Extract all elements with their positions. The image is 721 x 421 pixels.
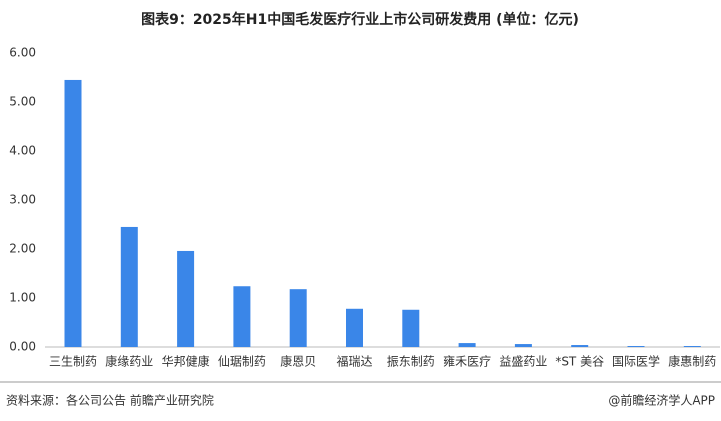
source: 资料来源：各公司公告 前瞻产业研究院 — [6, 393, 214, 408]
x-tick-label: 康恩贝 — [280, 354, 316, 369]
x-tick-label: 仙琚制药 — [218, 355, 266, 369]
bar — [514, 344, 532, 347]
x-tick-label: 康缘药业 — [105, 354, 153, 369]
y-tick-label: 3.00 — [9, 193, 36, 207]
x-tick-label: 国际医学 — [612, 354, 660, 369]
bar — [402, 309, 420, 347]
bar — [627, 346, 645, 347]
bar — [120, 226, 138, 347]
bar — [458, 343, 476, 347]
y-tick-label: 0.00 — [9, 340, 36, 354]
x-tick-label: 三生制药 — [49, 355, 97, 369]
x-tick-label: 雍禾医疗 — [443, 354, 491, 369]
bar — [571, 345, 589, 347]
bar — [289, 289, 307, 347]
bar — [346, 308, 363, 347]
x-tick-label: 华邦健康 — [162, 354, 210, 369]
bar — [64, 79, 82, 347]
bar — [683, 346, 701, 347]
y-tick-label: 5.00 — [9, 95, 36, 109]
x-tick-label: *ST 美谷 — [555, 355, 604, 369]
y-tick-label: 1.00 — [9, 291, 36, 305]
credit: @前瞻经济学人APP — [608, 393, 715, 408]
x-tick-label: 振东制药 — [387, 355, 435, 369]
x-tick-label: 康惠制药 — [668, 354, 716, 369]
bar — [177, 250, 195, 347]
bar — [233, 286, 251, 347]
y-tick-label: 6.00 — [9, 46, 36, 60]
y-tick-label: 2.00 — [9, 242, 36, 256]
x-tick-label: 福瑞达 — [336, 354, 372, 369]
y-tick-label: 4.00 — [9, 144, 36, 158]
x-tick-label: 益盛药业 — [499, 354, 547, 369]
chart-title: 图表9：2025年H1中国毛发医疗行业上市公司研发费用 (单位：亿元) — [141, 11, 579, 28]
